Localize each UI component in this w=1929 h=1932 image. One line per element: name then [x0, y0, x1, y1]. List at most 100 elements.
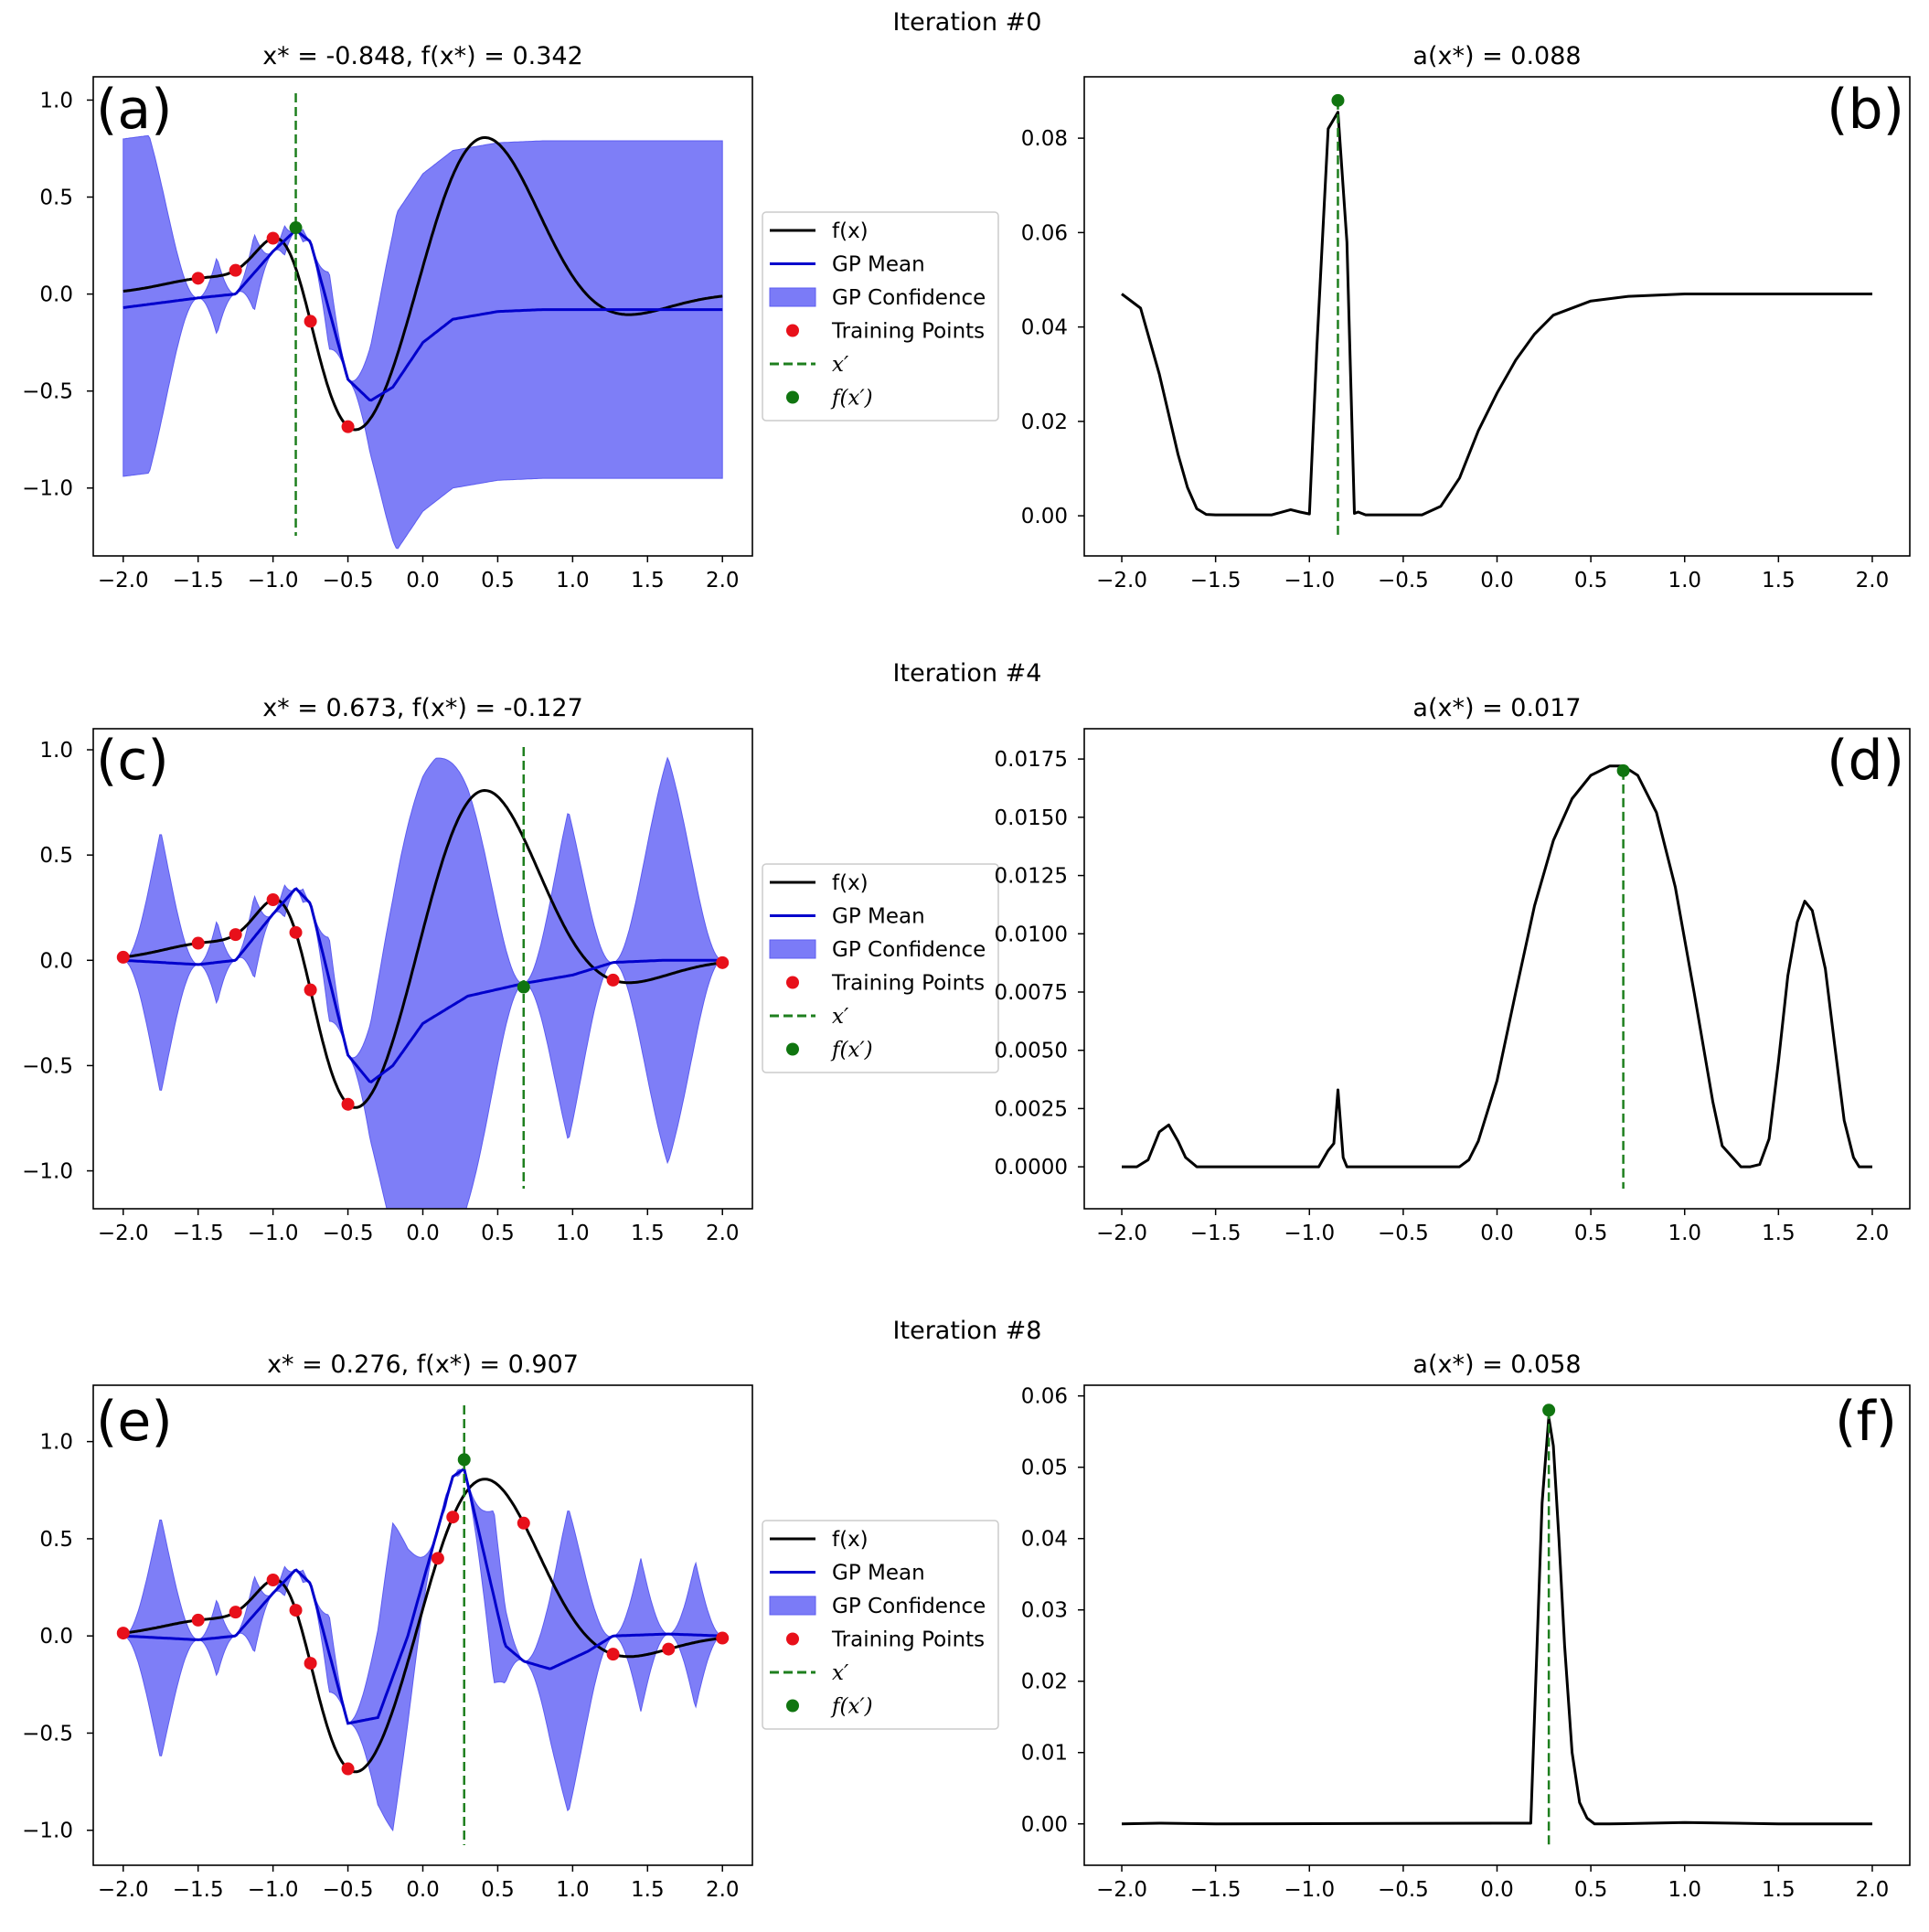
- x-tick-label: 0.0: [406, 1878, 440, 1902]
- panel-f-label: (f): [1835, 1390, 1897, 1454]
- legend-gp_confidence-label: GP Confidence: [832, 938, 986, 962]
- training-point: [191, 272, 205, 285]
- training-point: [341, 1097, 355, 1111]
- training-point: [229, 928, 242, 942]
- x-tick-label: 1.0: [556, 569, 590, 592]
- legend-gp_mean-label: GP Mean: [832, 253, 925, 277]
- legend-gp_confidence-swatch: [769, 939, 816, 959]
- x-tick-label: 0.5: [481, 569, 515, 592]
- y-tick-label: 0.0125: [995, 865, 1068, 889]
- legend-fx-label: f(x): [832, 1528, 869, 1552]
- x-tick-label: 1.0: [556, 1878, 590, 1902]
- y-tick-label: −1.0: [22, 1160, 73, 1184]
- panel-a: x* = -0.848, f(x*) = 0.342 −2.0 −1.5 −1.0 −0…: [22, 42, 999, 592]
- x-tick-label: 2.0: [1856, 1878, 1890, 1902]
- y-tick-label: 1.0: [39, 1431, 73, 1455]
- y-tick-label: 0.01: [1021, 1742, 1068, 1766]
- legend-f_x_prime-swatch: [786, 390, 799, 404]
- acquisition-line: [1121, 111, 1872, 517]
- panel-d: a(x*) = 0.017 −2.0 −1.5 −1.0 −0.5 0.0 0.5 1.0 1.…: [995, 694, 1911, 1245]
- training-point: [517, 1516, 530, 1530]
- x-tick-label: 0.0: [1480, 1222, 1514, 1245]
- y-tick-label: 0.0075: [995, 981, 1068, 1005]
- iteration-4-title: Iteration #4: [893, 659, 1042, 688]
- panel-b-label: (b): [1827, 78, 1904, 142]
- panel-e-legend: f(x) GP Mean GP Confidence Training Points x…: [762, 1520, 999, 1730]
- panel-a-label: (a): [96, 78, 173, 142]
- x-tick-label: 1.0: [1668, 1222, 1701, 1245]
- training-point: [341, 1762, 355, 1776]
- training-point: [431, 1552, 444, 1565]
- x-tick-label: −0.5: [1378, 1222, 1429, 1245]
- fx-line: [123, 1478, 723, 1774]
- x-tick-label: 0.5: [1574, 1878, 1608, 1902]
- y-tick-label: 0.00: [1021, 1813, 1068, 1837]
- panel-c-plot-area: [116, 747, 730, 1209]
- y-tick-label: 0.0175: [995, 748, 1068, 772]
- legend-training_points-swatch: [786, 1632, 799, 1646]
- panel-f-plot-area: [1121, 1404, 1872, 1845]
- y-tick-label: −1.0: [22, 477, 73, 501]
- panel-b-plot-area: [1121, 93, 1872, 536]
- f-x-prime-point: [517, 980, 530, 994]
- fx-line: [123, 136, 723, 432]
- y-tick-label: 0.0150: [995, 806, 1068, 830]
- y-tick-label: 0.04: [1021, 1528, 1068, 1552]
- training-point: [304, 315, 317, 328]
- training-point: [446, 1510, 460, 1524]
- legend-gp_confidence-swatch: [769, 287, 816, 307]
- y-tick-label: 0.5: [39, 187, 73, 210]
- training-point: [304, 1657, 317, 1670]
- x-tick-label: 2.0: [706, 1878, 740, 1902]
- legend-box: [762, 1520, 999, 1730]
- panel-a-plot-area: [123, 93, 723, 550]
- x-tick-label: −1.0: [1284, 569, 1335, 592]
- legend-box: [762, 211, 999, 422]
- y-tick-label: 0.0: [39, 949, 73, 973]
- panel-d-axes-frame: [1083, 728, 1911, 1210]
- training-point: [716, 955, 730, 969]
- legend-gp_confidence-label: GP Confidence: [832, 1595, 986, 1618]
- training-point: [266, 1573, 280, 1586]
- y-tick-label: 0.04: [1021, 316, 1068, 340]
- x-tick-label: −2.0: [98, 569, 149, 592]
- legend-f_x_prime-label: f(x′): [830, 1695, 873, 1719]
- panel-f-title: a(x*) = 0.058: [1412, 1350, 1581, 1379]
- x-tick-label: 1.5: [631, 1222, 665, 1245]
- x-tick-label: 1.0: [556, 1222, 590, 1245]
- x-tick-label: 1.5: [1762, 569, 1796, 592]
- x-tick-label: 0.0: [406, 1222, 440, 1245]
- panel-d-title: a(x*) = 0.017: [1412, 694, 1581, 722]
- training-point: [229, 1606, 242, 1619]
- panel-c-axes-frame: [92, 728, 753, 1210]
- y-tick-label: 0.06: [1021, 1385, 1068, 1409]
- training-point: [266, 892, 280, 906]
- x-tick-label: 0.5: [481, 1878, 515, 1902]
- panel-e-axes-frame: [92, 1384, 753, 1866]
- y-tick-label: −0.5: [22, 380, 73, 404]
- x-tick-label: −0.5: [1378, 569, 1429, 592]
- legend-x_prime-label: x′: [832, 1661, 849, 1685]
- x-tick-label: 0.0: [1480, 569, 1514, 592]
- y-tick-label: 0.02: [1021, 1670, 1068, 1694]
- x-tick-label: 1.5: [1762, 1878, 1796, 1902]
- f-x-prime-point: [457, 1453, 471, 1467]
- x-tick-label: 1.5: [631, 569, 665, 592]
- x-tick-label: 2.0: [1856, 1222, 1890, 1245]
- training-point: [116, 950, 130, 964]
- x-tick-label: 2.0: [1856, 569, 1890, 592]
- iteration-8-title: Iteration #8: [893, 1317, 1042, 1345]
- training-point: [289, 1604, 303, 1617]
- x-tick-label: −0.5: [323, 1222, 374, 1245]
- legend-f_x_prime-label: f(x′): [830, 387, 873, 411]
- y-tick-label: −0.5: [22, 1722, 73, 1745]
- panel-d-label: (d): [1827, 729, 1904, 793]
- x-tick-label: −2.0: [98, 1878, 149, 1902]
- x-tick-label: −1.5: [1190, 1222, 1242, 1245]
- training-point: [662, 1642, 676, 1656]
- y-tick-label: 0.08: [1021, 127, 1068, 151]
- x-tick-label: 1.5: [631, 1878, 665, 1902]
- gp-mean-line: [123, 887, 723, 1083]
- x-tick-label: 2.0: [706, 569, 740, 592]
